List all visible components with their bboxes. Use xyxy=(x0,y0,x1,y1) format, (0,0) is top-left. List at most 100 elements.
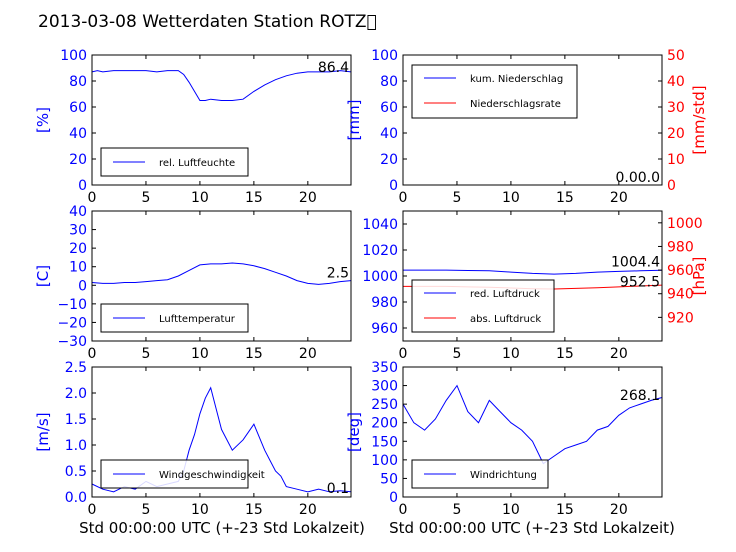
x-tick-label: 20 xyxy=(299,346,317,362)
y-right-tick-label: 50 xyxy=(667,48,685,64)
y-tick-label: 100 xyxy=(371,48,398,64)
current-value-label: 2.5 xyxy=(327,266,349,282)
y-tick-label: 960 xyxy=(371,321,398,337)
y-tick-label: 20 xyxy=(69,241,87,257)
y-tick-label: 40 xyxy=(69,126,87,142)
x-tick-label: 15 xyxy=(556,502,574,518)
x-tick-label: 15 xyxy=(556,190,574,206)
x-tick-label: 10 xyxy=(191,190,209,206)
x-tick-label: 5 xyxy=(141,190,150,206)
y-tick-label: 60 xyxy=(380,100,398,116)
x-tick-label: 5 xyxy=(452,346,461,362)
plot-frame xyxy=(402,54,663,186)
y-tick-label: 100 xyxy=(60,48,87,64)
x-tick-label: 20 xyxy=(610,502,628,518)
y-tick-label: −10 xyxy=(57,297,87,313)
y-tick-label: 100 xyxy=(371,453,398,469)
panel-humidity: 0 5 10 15 20 0 20 40 60 80 100 [%] rel. Luftfeuchte 8… xyxy=(34,48,352,206)
plot-frame xyxy=(91,366,352,498)
x-tick-label: 20 xyxy=(299,502,317,518)
y-tick-label: 40 xyxy=(380,126,398,142)
y-tick-label: 300 xyxy=(371,379,398,395)
legend-box xyxy=(411,64,578,119)
current-value-label: 952.5 xyxy=(620,274,660,290)
x-tick-label: 10 xyxy=(502,190,520,206)
y-right-tick-label: 30 xyxy=(667,100,685,116)
y-tick-label: −30 xyxy=(57,334,87,350)
current-value-label: 1004.4 xyxy=(611,254,660,270)
panel-wind-direction: 0 5 10 15 20050100150200250300350[deg]Windri… xyxy=(345,360,663,518)
y-tick-label: 1000 xyxy=(362,269,398,285)
y-tick-label: 1040 xyxy=(362,217,398,233)
y-right-axis-label: [hPa] xyxy=(690,257,708,296)
plot-frame xyxy=(91,54,352,186)
y-right-tick-label: 940 xyxy=(667,287,694,303)
y-tick-label: 1020 xyxy=(362,243,398,259)
y-tick-label: 200 xyxy=(371,416,398,432)
plot-frame xyxy=(91,210,352,342)
y-right-tick-label: 20 xyxy=(667,126,685,142)
y-tick-label: −20 xyxy=(57,315,87,331)
y-tick-label: 1.0 xyxy=(65,438,87,454)
y-tick-label: 0.5 xyxy=(65,464,87,480)
x-tick-label: 0 xyxy=(88,346,97,362)
x-tick-label: 20 xyxy=(299,190,317,206)
y-tick-label: 80 xyxy=(69,74,87,90)
x-tick-label: 10 xyxy=(502,502,520,518)
y-right-tick-label: 10 xyxy=(667,152,685,168)
y-tick-label: 0 xyxy=(78,278,87,294)
y-right-tick-label: 1000 xyxy=(667,216,703,232)
series-line-0 xyxy=(403,269,663,275)
y-tick-label: 20 xyxy=(69,152,87,168)
y-tick-label: 0.0 xyxy=(65,490,87,506)
y-tick-label: 20 xyxy=(380,152,398,168)
series-line-0 xyxy=(402,384,663,465)
y-tick-label: 50 xyxy=(380,471,398,487)
x-tick-label: 15 xyxy=(245,190,263,206)
legend-label: Lufttemperatur xyxy=(159,314,236,325)
x-tick-label: 5 xyxy=(141,502,150,518)
series-line-0 xyxy=(91,70,352,101)
x-tick-label: 0 xyxy=(88,502,97,518)
x-tick-label: 15 xyxy=(245,502,263,518)
y-axis-label: [C] xyxy=(34,265,52,287)
y-right-tick-label: 0 xyxy=(667,178,676,194)
y-axis-label: [m/s] xyxy=(34,412,52,451)
panel-temperature: 0 5 10 15 20 −30 −20 −10 0 10 20 30 40 [C] Lufttempera… xyxy=(34,204,352,362)
x-tick-label: 15 xyxy=(556,346,574,362)
y-tick-label: 1.5 xyxy=(65,412,87,428)
y-right-tick-label: 960 xyxy=(667,263,694,279)
y-tick-label: 250 xyxy=(371,397,398,413)
legend-label: abs. Luftdruck xyxy=(470,314,541,325)
y-right-tick-label: 40 xyxy=(667,74,685,90)
y-tick-label: 2.5 xyxy=(65,360,87,376)
x-tick-label: 15 xyxy=(245,346,263,362)
legend-label: red. Luftdruck xyxy=(470,289,540,300)
current-value-label: 86.4 xyxy=(318,60,349,76)
current-value-label: 268.1 xyxy=(620,388,660,404)
x-tick-label: 0 xyxy=(399,190,408,206)
y-axis-label: [deg] xyxy=(345,412,363,452)
y-axis-label: [mm] xyxy=(345,100,363,141)
y-tick-label: 30 xyxy=(69,223,87,239)
panel-pressure: 0 5 10 15 20 960 980 1000 1020 1040 920 940 960 980 10… xyxy=(362,210,708,362)
y-right-tick-label: 980 xyxy=(667,239,694,255)
y-tick-label: 980 xyxy=(371,295,398,311)
plot-frame xyxy=(402,366,663,498)
x-tick-label: 10 xyxy=(502,346,520,362)
series-line-0 xyxy=(91,262,352,285)
y-tick-label: 350 xyxy=(371,360,398,376)
x-tick-label: 0 xyxy=(399,502,408,518)
x-tick-label: 0 xyxy=(399,346,408,362)
x-axis-label-right: Std 00:00:00 UTC (+-23 Std Lokalzeit) xyxy=(389,519,675,537)
y-tick-label: 10 xyxy=(69,260,87,276)
y-tick-label: 0 xyxy=(389,178,398,194)
y-tick-label: 0 xyxy=(78,178,87,194)
legend-box xyxy=(411,279,555,333)
x-tick-label: 20 xyxy=(610,346,628,362)
x-tick-label: 5 xyxy=(141,346,150,362)
x-tick-label: 5 xyxy=(452,502,461,518)
legend-label: kum. Niederschlag xyxy=(470,74,563,85)
y-tick-label: 0 xyxy=(389,490,398,506)
